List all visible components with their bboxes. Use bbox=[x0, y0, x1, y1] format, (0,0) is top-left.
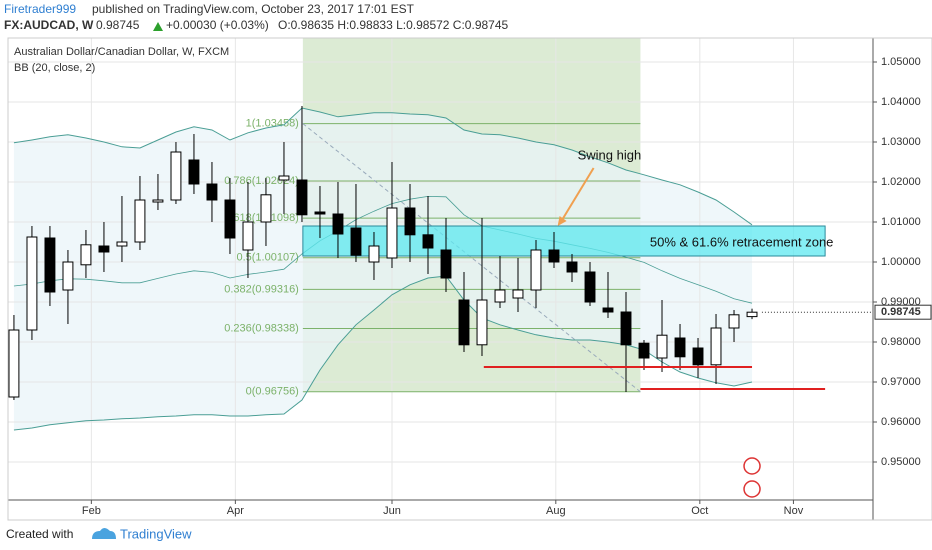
candle-body bbox=[116, 241, 128, 247]
candle-body bbox=[584, 271, 596, 303]
x-tick-label: Oct bbox=[691, 505, 708, 517]
y-tick-label: 1.00000 bbox=[881, 256, 921, 268]
candle-body bbox=[296, 179, 308, 216]
y-tick-label: 0.96000 bbox=[881, 416, 921, 428]
swing-high-label: Swing high bbox=[578, 147, 642, 162]
candle-body bbox=[62, 261, 74, 291]
candle-body bbox=[656, 334, 668, 359]
fib-label: 0.382(0.99316) bbox=[224, 283, 299, 295]
candle-body bbox=[170, 151, 182, 201]
last-price-box bbox=[874, 304, 932, 320]
candle-body bbox=[98, 245, 110, 253]
chart-title: Australian Dollar/Canadian Dollar, W, FX… bbox=[14, 46, 229, 58]
flag-au bbox=[743, 457, 761, 475]
candle-body bbox=[692, 347, 704, 366]
candle-body bbox=[512, 289, 524, 299]
candle-body bbox=[476, 299, 488, 346]
candle-body bbox=[566, 261, 578, 273]
candle-body bbox=[44, 237, 56, 293]
candle-body bbox=[278, 175, 290, 181]
author[interactable]: Firetrader999 bbox=[4, 2, 76, 16]
fib-label: 1(1.03458) bbox=[246, 118, 299, 130]
flag-ca bbox=[743, 480, 761, 498]
fib-label: 0.5(1.00107) bbox=[236, 252, 298, 264]
candle-body bbox=[134, 199, 146, 243]
candle-body bbox=[422, 234, 434, 249]
x-tick-label: Jun bbox=[383, 505, 401, 517]
change: +0.00030 (+0.03%) bbox=[166, 18, 269, 32]
y-tick-label: 1.03000 bbox=[881, 136, 921, 148]
candle-body bbox=[620, 311, 632, 346]
frame bbox=[7, 37, 932, 521]
y-tick-label: 0.98000 bbox=[881, 336, 921, 348]
fib-label: 0(0.96756) bbox=[246, 386, 299, 398]
candle-body bbox=[710, 327, 722, 366]
y-tick-label: 1.02000 bbox=[881, 176, 921, 188]
x-tick-label: Feb bbox=[82, 505, 101, 517]
candle-body bbox=[602, 307, 614, 313]
candle-body bbox=[638, 342, 650, 359]
candle-body bbox=[206, 183, 218, 201]
candle-body bbox=[8, 329, 20, 398]
candle-body bbox=[224, 199, 236, 239]
footer-created: Created with bbox=[6, 527, 73, 541]
candle-body bbox=[530, 249, 542, 291]
candle-body bbox=[260, 194, 272, 223]
y-tick-label: 1.05000 bbox=[881, 56, 921, 68]
candle-body bbox=[674, 337, 686, 358]
candle-body bbox=[458, 299, 470, 346]
candle-body bbox=[26, 236, 38, 331]
swing-arrowhead bbox=[557, 216, 567, 226]
footer-brand[interactable]: TradingView bbox=[120, 526, 192, 541]
fib-label: 0.236(0.98338) bbox=[224, 322, 299, 334]
y-tick-label: 0.97000 bbox=[881, 376, 921, 388]
band-fill bbox=[13, 108, 753, 430]
candle-body bbox=[386, 207, 398, 259]
candle-body bbox=[494, 289, 506, 303]
candle-body bbox=[350, 227, 362, 256]
x-tick-label: Aug bbox=[546, 505, 566, 517]
candle-body bbox=[746, 311, 758, 318]
up-arrow bbox=[153, 22, 163, 31]
fib-trend bbox=[302, 123, 641, 393]
candle-body bbox=[188, 159, 200, 185]
swing-arrow bbox=[558, 167, 595, 225]
candle-body bbox=[80, 244, 92, 266]
candle-body bbox=[548, 249, 560, 263]
candle-body bbox=[332, 213, 344, 235]
tv-logo bbox=[92, 528, 116, 539]
last: 0.98745 bbox=[96, 18, 140, 32]
x-tick-label: Nov bbox=[784, 505, 804, 517]
candle-body bbox=[404, 207, 416, 236]
published: published on TradingView.com, October 23… bbox=[92, 2, 415, 16]
candle-body bbox=[152, 199, 164, 203]
x-tick-label: Apr bbox=[227, 505, 244, 517]
indicator-label: BB (20, close, 2) bbox=[14, 62, 95, 74]
zone-label: 50% & 61.6% retracement zone bbox=[650, 234, 834, 249]
ohlc: O:0.98635 H:0.98833 L:0.98572 C:0.98745 bbox=[278, 18, 509, 32]
y-tick-label: 0.95000 bbox=[881, 456, 921, 468]
candle-body bbox=[242, 221, 254, 251]
last-price-label: 0.98745 bbox=[881, 306, 921, 318]
band-basis bbox=[13, 195, 753, 304]
symbol: FX:AUDCAD, W bbox=[4, 18, 94, 32]
y-tick-label: 1.01000 bbox=[881, 216, 921, 228]
band-upper bbox=[13, 107, 753, 226]
band-lower bbox=[13, 275, 753, 431]
candle-body bbox=[440, 249, 452, 279]
candle-body bbox=[728, 314, 740, 329]
candle-body bbox=[368, 245, 380, 263]
candle-body bbox=[314, 211, 326, 215]
y-tick-label: 1.04000 bbox=[881, 96, 921, 108]
